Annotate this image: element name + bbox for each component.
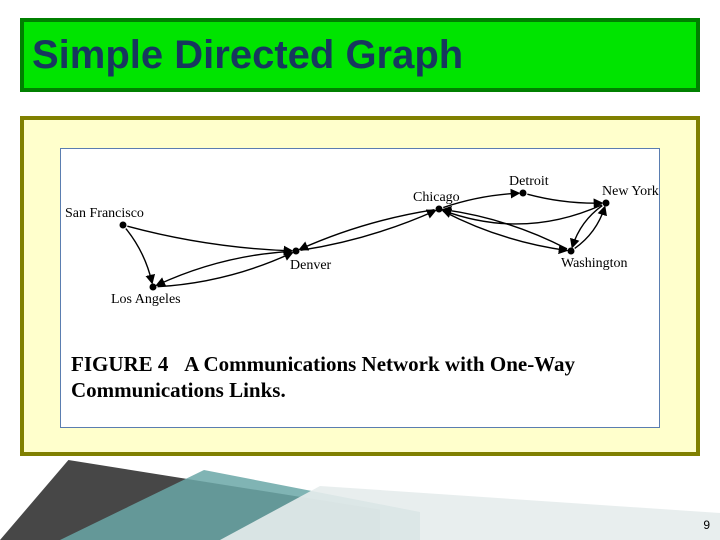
edge-la-den <box>157 253 291 287</box>
node-chi <box>436 206 443 213</box>
node-den <box>293 248 300 255</box>
figure-panel: San Francisco Los Angeles Denver Chicago Det… <box>60 148 660 428</box>
page-title: Simple Directed Graph <box>32 33 463 78</box>
edge-den-la <box>157 251 291 285</box>
caption-prefix: FIGURE 4 <box>71 352 168 376</box>
node-label-la: Los Angeles <box>111 292 181 307</box>
node-label-den: Denver <box>290 258 332 273</box>
node-det <box>520 190 527 197</box>
node-ny <box>603 200 610 207</box>
edge-ny-was <box>572 206 602 247</box>
node-label-ny: New York <box>602 184 659 199</box>
edge-det-ny <box>527 194 601 203</box>
edge-den-chi <box>300 211 434 250</box>
network-diagram: San Francisco Los Angeles Denver Chicago Det… <box>61 149 661 329</box>
node-la <box>150 284 157 291</box>
edge-sf-den <box>127 226 291 251</box>
node-was <box>568 248 575 255</box>
edge-was-chi <box>443 210 567 249</box>
node-sf <box>120 222 127 229</box>
figure-caption: FIGURE 4 A Communications Network with O… <box>71 351 651 404</box>
edge-ny-chi <box>443 205 602 224</box>
node-label-det: Detroit <box>509 174 549 189</box>
page-number: 9 <box>703 518 710 532</box>
node-label-was: Washington <box>561 256 628 271</box>
node-label-chi: Chicago <box>413 190 460 205</box>
node-label-sf: San Francisco <box>65 206 144 221</box>
content-box: San Francisco Los Angeles Denver Chicago Det… <box>20 116 700 456</box>
edge-chi-den <box>300 210 434 249</box>
edge-sf-la <box>126 229 152 283</box>
title-box: Simple Directed Graph <box>20 18 700 92</box>
